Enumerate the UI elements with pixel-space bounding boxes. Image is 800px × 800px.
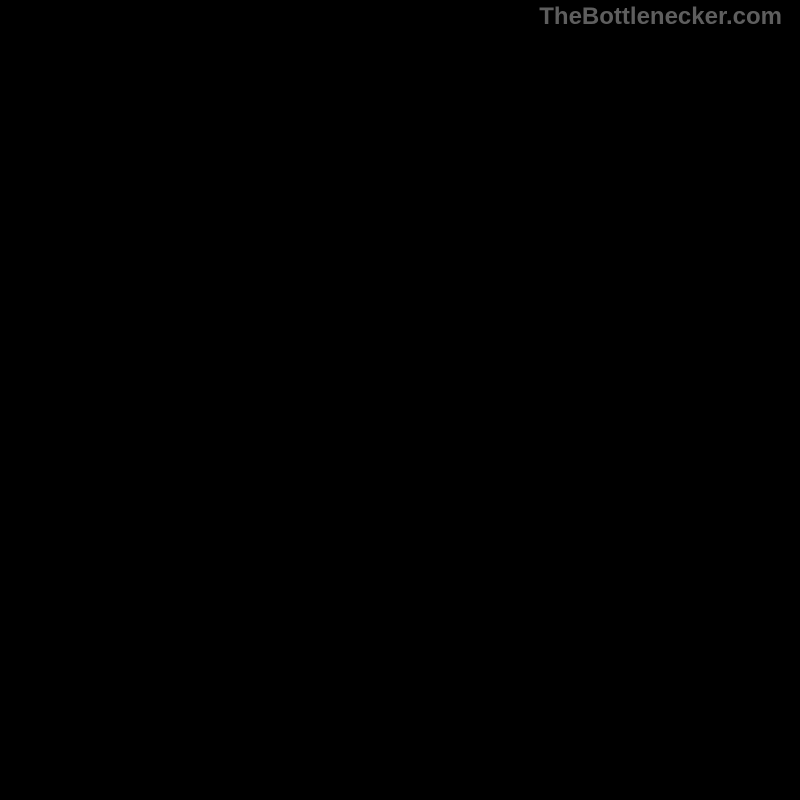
watermark-text: TheBottlenecker.com <box>539 3 782 31</box>
chart-frame <box>0 0 800 800</box>
chart-container: { "watermark": { "text": "TheBottlenecke… <box>0 0 800 800</box>
